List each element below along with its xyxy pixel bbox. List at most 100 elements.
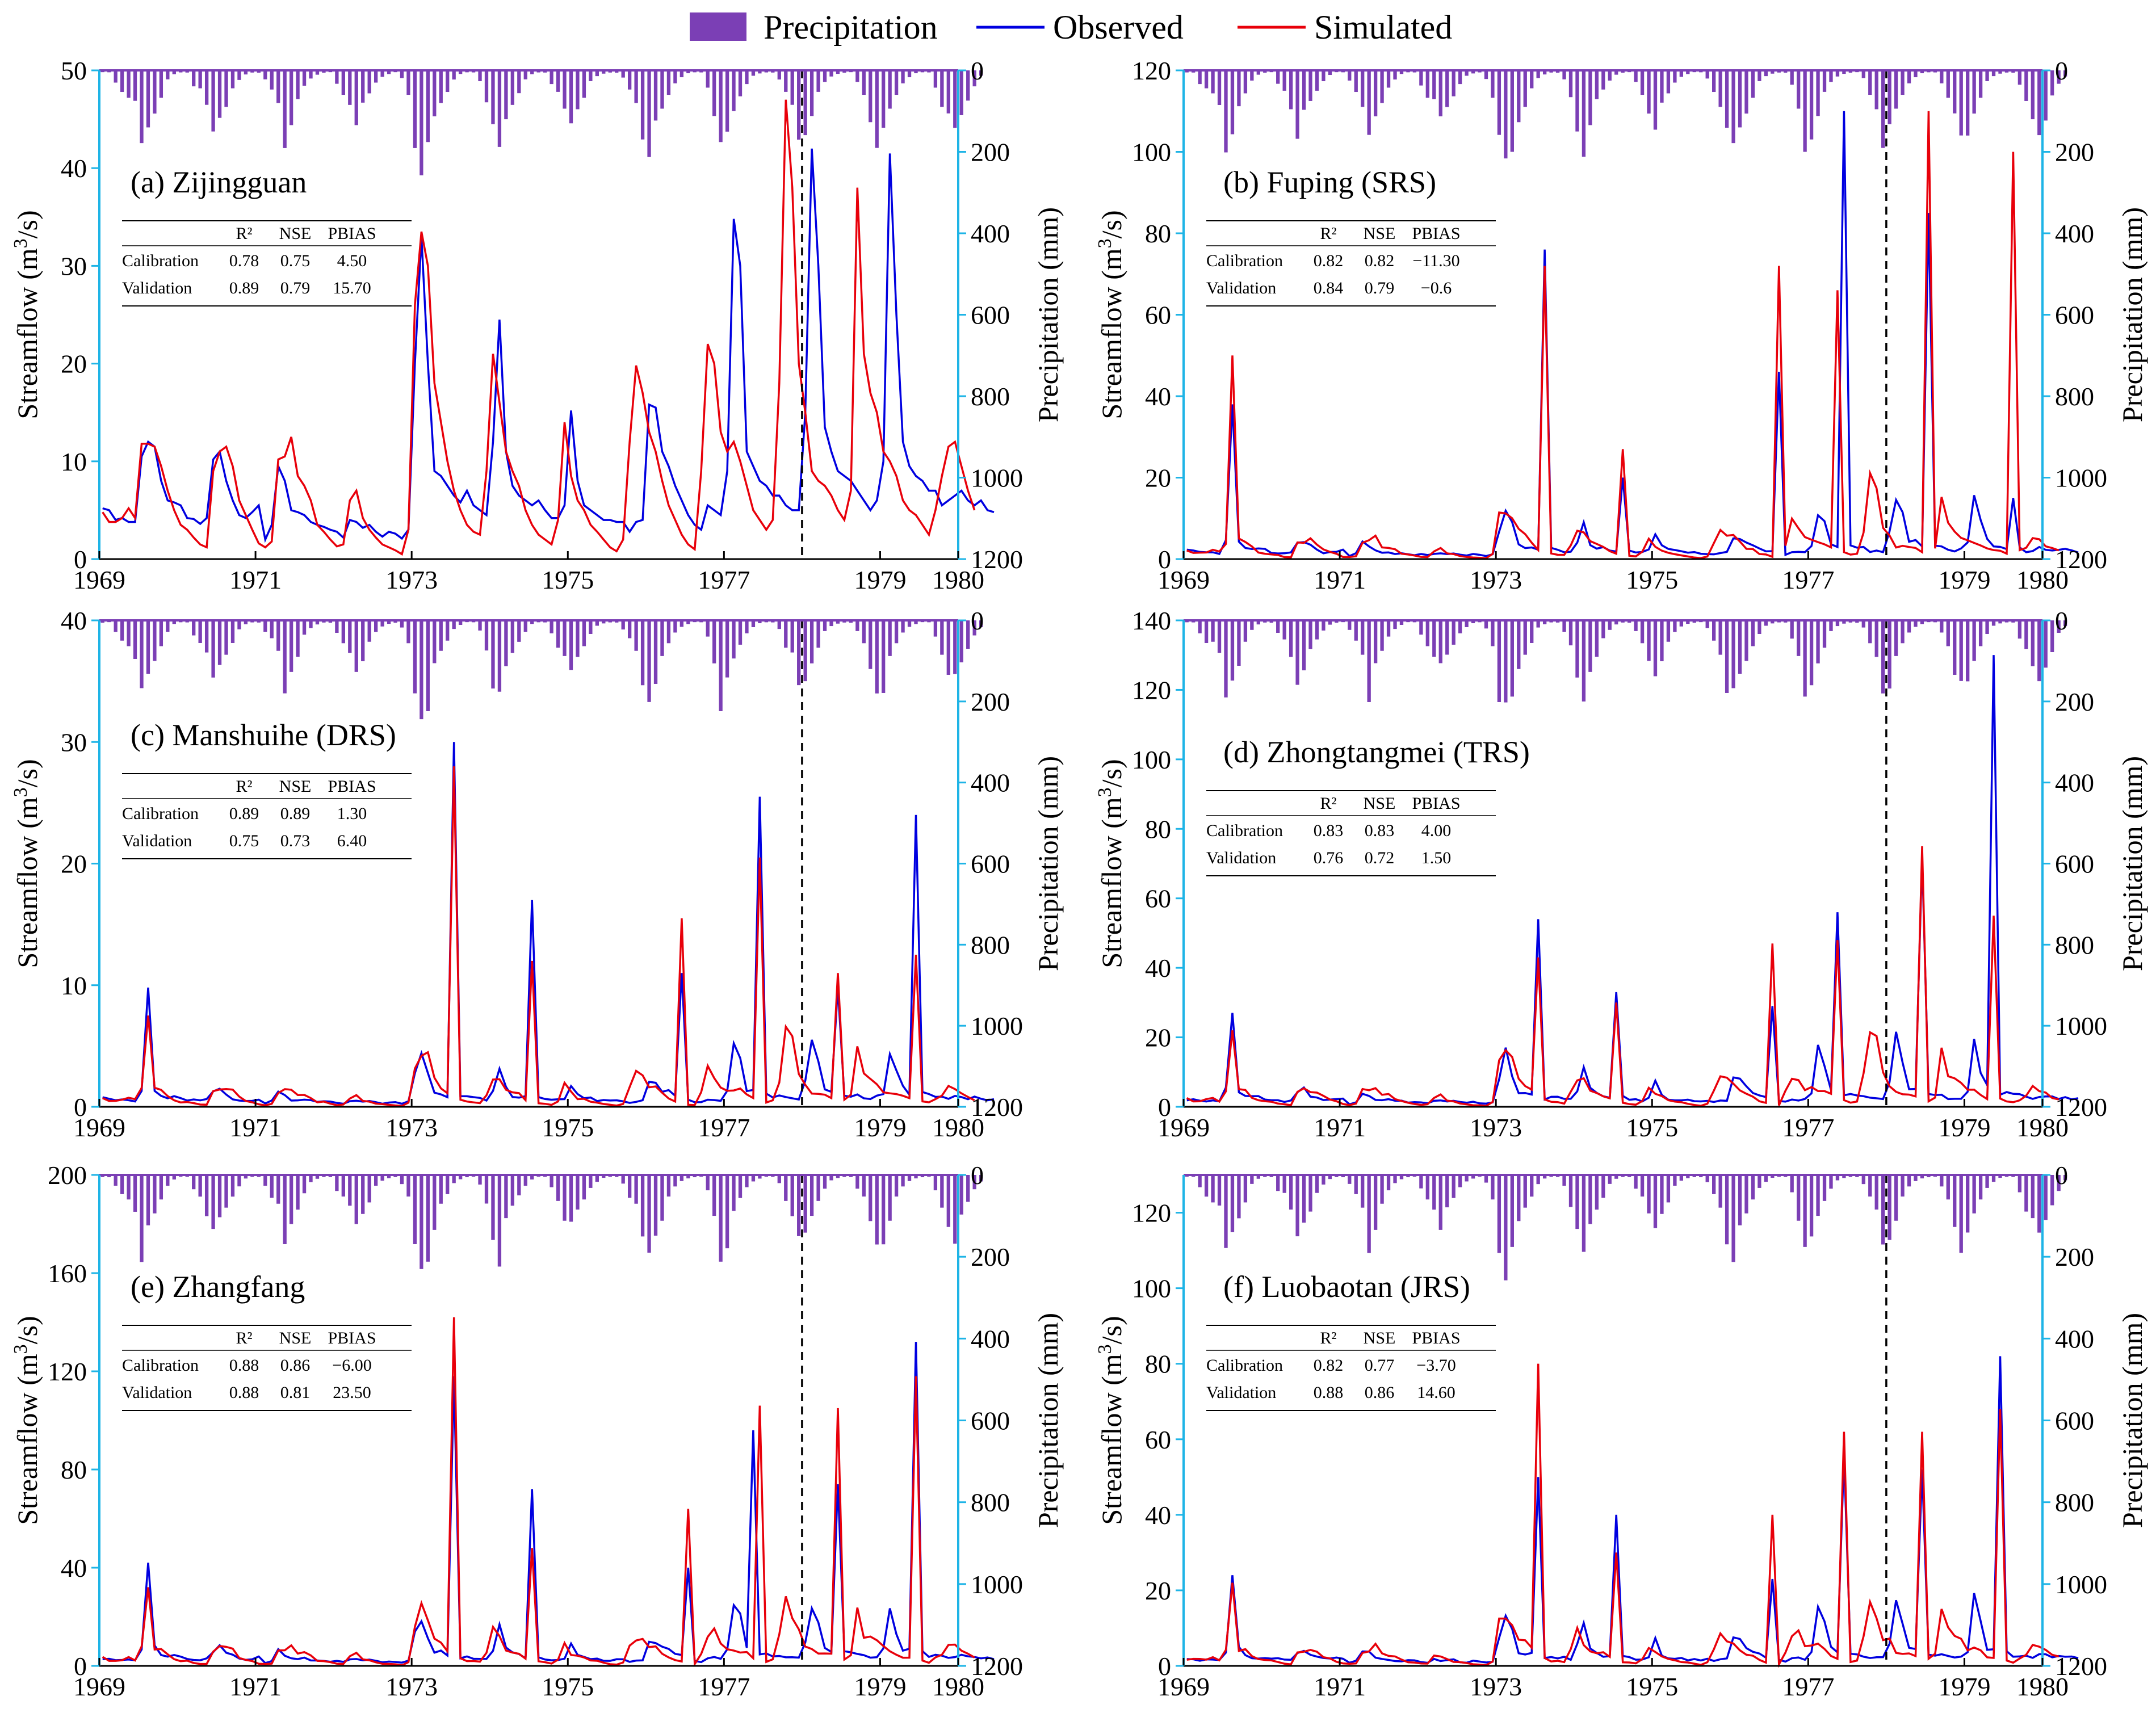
- x-tick-label: 1977: [1782, 1113, 1834, 1142]
- precipitation-axis-label: Precipitation (mm): [2116, 1313, 2148, 1528]
- y-tick-label: 80: [61, 1455, 87, 1484]
- precip-tick-label: 1200: [2055, 1093, 2107, 1122]
- precip-bar: [1217, 70, 1222, 105]
- precip-bar: [979, 620, 983, 627]
- y-tick-label: 80: [1145, 814, 1171, 843]
- precip-bar: [217, 1175, 222, 1217]
- precip-bar: [1452, 70, 1455, 96]
- precip-bar: [153, 70, 157, 114]
- precip-bar: [354, 1175, 358, 1224]
- y-tick-label: 100: [1132, 1274, 1171, 1303]
- precip-bar: [914, 1175, 918, 1179]
- precip-bar: [114, 1175, 118, 1186]
- precip-bar: [966, 1175, 970, 1202]
- precip-bar: [1972, 1175, 1976, 1214]
- precip-bar: [1497, 1175, 1501, 1253]
- precip-bar: [1940, 620, 1944, 633]
- precip-bar: [1790, 1175, 1794, 1193]
- precip-bar: [1243, 620, 1248, 642]
- precip-bar: [289, 70, 293, 125]
- precip-bar: [1874, 70, 1878, 110]
- precip-bar: [1367, 70, 1371, 135]
- precip-tick-label: 0: [971, 56, 984, 85]
- precip-bar: [497, 620, 502, 692]
- precip-bar: [615, 70, 619, 73]
- table-cell: Validation: [1206, 279, 1276, 297]
- precipitation-axis-label: Precipitation (mm): [1032, 756, 1064, 971]
- precip-bar: [1510, 1175, 1514, 1247]
- precip-bar: [374, 70, 378, 83]
- precip-bar: [758, 1175, 762, 1179]
- precip-bar: [1295, 620, 1299, 685]
- precip-bar: [1224, 1175, 1228, 1248]
- precip-bar: [1517, 1175, 1521, 1221]
- precip-bar: [452, 1175, 456, 1183]
- precip-bar: [959, 620, 963, 662]
- table-header: PBIAS: [1412, 794, 1460, 813]
- precip-bar: [146, 1175, 150, 1225]
- precip-bar: [914, 620, 918, 624]
- precip-bar: [517, 70, 521, 94]
- precip-bar: [1595, 70, 1599, 99]
- table-cell: Calibration: [122, 804, 199, 823]
- precip-bar: [1679, 70, 1684, 77]
- precip-bar: [1380, 1175, 1384, 1204]
- precip-bar: [192, 1175, 196, 1190]
- precip-bar: [653, 620, 658, 684]
- precip-bar: [869, 620, 873, 669]
- precip-bar: [1491, 620, 1495, 646]
- panel-title: (d) Zhongtangmei (TRS): [1223, 735, 1530, 769]
- table-cell: 0.86: [1365, 1383, 1395, 1402]
- table-cell: 0.86: [280, 1356, 311, 1375]
- precip-bar: [946, 70, 950, 114]
- precip-bar: [602, 620, 606, 624]
- precip-tick-label: 600: [971, 1406, 1010, 1435]
- precip-bar: [640, 70, 645, 140]
- precip-bar: [875, 620, 879, 694]
- precip-bar: [1901, 620, 1905, 644]
- precip-bar: [660, 70, 664, 109]
- precip-bar: [1874, 1175, 1878, 1210]
- precip-bar: [1361, 620, 1365, 655]
- table-cell: 0.82: [1314, 251, 1344, 270]
- precip-tick-label: 400: [971, 219, 1010, 248]
- precip-bar: [1497, 620, 1501, 702]
- precip-bar: [816, 620, 820, 648]
- precip-bar: [1386, 70, 1391, 88]
- precip-bar: [712, 620, 716, 664]
- precip-bar: [1419, 70, 1423, 86]
- precip-bar: [1901, 1175, 1905, 1197]
- precip-bar: [1894, 620, 1898, 656]
- x-tick-label: 1971: [1314, 565, 1366, 594]
- precip-bar: [1601, 70, 1605, 90]
- precip-bar: [478, 70, 482, 82]
- observed-series-line: [1186, 655, 2079, 1106]
- precip-bar: [1946, 1175, 1950, 1200]
- precip-bar: [712, 70, 716, 116]
- precip-bar: [1816, 620, 1820, 664]
- precip-bar: [335, 1175, 339, 1191]
- precip-bar: [751, 620, 756, 627]
- precip-bar: [1530, 70, 1534, 89]
- precip-bar: [1920, 1175, 1924, 1179]
- x-tick-label: 1980: [2016, 1672, 2069, 1701]
- table-header: NSE: [1364, 1329, 1396, 1347]
- precip-bar: [283, 1175, 287, 1244]
- precip-bar: [972, 1175, 976, 1190]
- precip-bar: [1237, 620, 1241, 666]
- precip-bar: [230, 70, 235, 89]
- precip-bar: [1517, 620, 1521, 669]
- precip-bar: [166, 1175, 170, 1186]
- precip-bar: [621, 70, 625, 78]
- precip-tick-label: 600: [2055, 850, 2094, 879]
- precip-bar: [1295, 70, 1299, 139]
- x-tick-label: 1969: [73, 565, 125, 594]
- table-cell: 4.50: [337, 251, 367, 270]
- precip-bar: [907, 1175, 912, 1181]
- precip-bar: [1985, 70, 1989, 81]
- table-cell: 15.70: [333, 279, 371, 297]
- precip-bar: [1914, 1175, 1918, 1181]
- precip-bar: [706, 1175, 710, 1191]
- precip-bar: [309, 1175, 313, 1182]
- precip-bar: [289, 1175, 293, 1224]
